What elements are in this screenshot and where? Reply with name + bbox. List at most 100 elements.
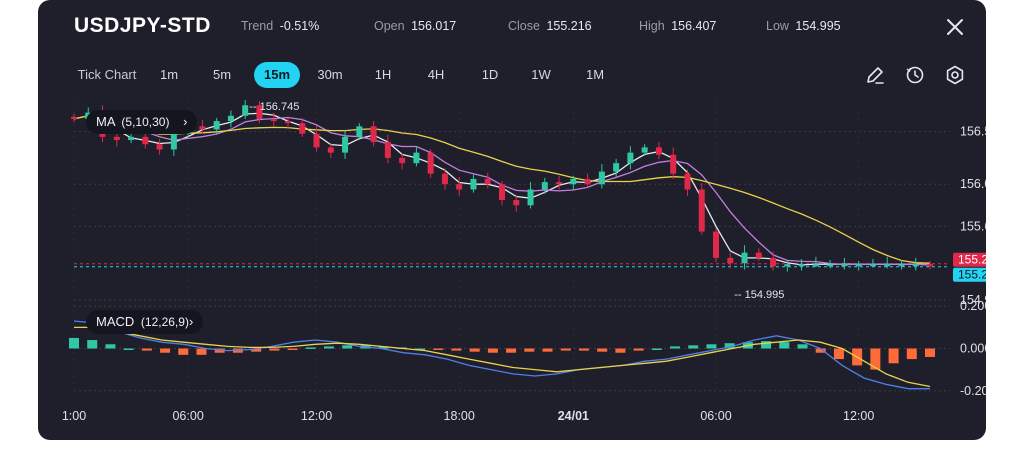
tf-1m[interactable]: 1m [159,67,179,82]
candle-up [527,189,534,206]
candle-down [770,257,777,267]
macd-histogram-bar [615,348,626,353]
macd-histogram-bar [870,348,881,370]
candle-down [698,189,705,232]
header-bar: USDJPY-STD Trend -0.51% Open 156.017 Clo… [74,14,986,40]
time-axis-label: 12:00 [301,409,332,423]
macd-histogram-bar [833,348,844,360]
macd-axis-label: 0.200 [960,299,986,313]
macd-histogram-bar [69,337,79,349]
macd-axis-label: 0.000 [960,342,986,356]
candle-down [670,154,677,174]
candle-up [342,136,349,153]
macd-histogram-bar [415,348,426,350]
high-value: 156.407 [671,19,717,33]
settings-gear-icon[interactable] [944,64,966,86]
macd-histogram-bar [305,347,316,349]
macd-histogram-bar [578,348,589,351]
ask-price-value: 155.216 [958,268,986,282]
candle-up [898,264,905,267]
candle-down [727,257,734,264]
tick-chart-label: Tick Chart [77,67,137,82]
candle-down [456,184,463,190]
candle-down [313,133,320,148]
macd-histogram-bar [524,348,535,352]
price-axis-label: 154.900 [960,293,986,307]
time-axis-label: 1:00 [62,409,86,423]
tf-1w[interactable]: 1W [531,67,551,82]
candle-down [256,105,263,119]
candle-down [499,184,505,200]
candle-up [613,163,620,172]
macd-histogram-bar [87,340,98,349]
macd-histogram-bar [214,348,225,353]
macd-histogram-bar [506,348,517,353]
candle-down [755,252,762,258]
candle-up [641,147,648,153]
candle-down [684,173,691,190]
tf-15m[interactable]: 15m [254,62,300,88]
candle-down [327,147,334,153]
macd-line [73,320,930,390]
macd-histogram-bar [724,343,735,349]
low-marker-label: -- 154.995 [734,289,784,301]
draw-pen-icon[interactable] [864,64,886,86]
candle-down [927,264,933,267]
macd-histogram-bar [141,348,152,351]
macd-histogram-bar [251,348,262,352]
candle-down [427,152,434,174]
time-axis-label: 06:00 [700,409,731,423]
price-chart[interactable]: 156.500 156.000 155.600 154.9000.200 0.000 -0… [38,0,986,440]
tf-1mo[interactable]: 1M [585,67,605,82]
candle-down [384,142,391,158]
macd-histogram-bar [160,348,171,353]
candle-up [627,152,634,164]
candle-down [299,123,306,134]
close-icon[interactable] [944,16,966,38]
tf-1h[interactable]: 1H [374,67,392,82]
macd-indicator-pill[interactable]: MACD (12,26,9)› [86,310,204,334]
candle-down [71,116,77,119]
candle-up [413,152,420,164]
ask-price-tag [953,267,986,282]
candle-up [741,252,748,264]
time-axis-label: 06:00 [172,409,203,423]
close-value: 155.216 [546,19,592,33]
ma-indicator-pill[interactable]: MA (5,10,30) › [86,110,198,134]
candle-up [227,115,234,122]
macd-histogram-bar [378,346,389,349]
macd-histogram-bar [633,348,644,351]
tf-5m[interactable]: 5m [212,67,232,82]
axis-labels: 156.500 156.000 155.600 154.9000.200 0.000 -0… [62,101,986,423]
macd-histogram-bar [815,348,826,353]
candle-up [798,264,805,267]
candle-up [470,178,477,190]
price-axis-label: 156.500 [960,125,986,139]
candle-down [142,136,149,145]
macd-histogram-bar [761,341,772,349]
time-axis-label: 24/01 [558,409,589,423]
candle-up [598,171,605,185]
macd-histogram-bar [342,345,353,349]
price-axis-label: 156.000 [960,177,986,191]
close-stat: Close 155.216 [508,19,592,33]
macd-histogram-bar [433,348,444,350]
tf-4h[interactable]: 4H [427,67,445,82]
candle-up [827,264,834,267]
candle-up [213,121,220,130]
candle-down [399,157,406,164]
high-marker-label: -- 156.745 [249,101,299,113]
clock-reset-icon[interactable] [904,64,926,86]
tf-30m[interactable]: 30m [317,67,343,82]
symbol-title: USDJPY-STD [74,14,211,37]
trend-value: -0.51% [279,19,320,33]
candle-down [199,126,206,130]
macd-histogram-bar [560,348,571,351]
macd-histogram-bar [906,348,917,360]
candle-up [541,182,548,190]
candle-down [113,136,120,140]
macd-histogram-bar [323,346,334,349]
tf-1d[interactable]: 1D [481,67,499,82]
low-value: 154.995 [795,19,841,33]
low-stat: Low 154.995 [766,19,841,33]
